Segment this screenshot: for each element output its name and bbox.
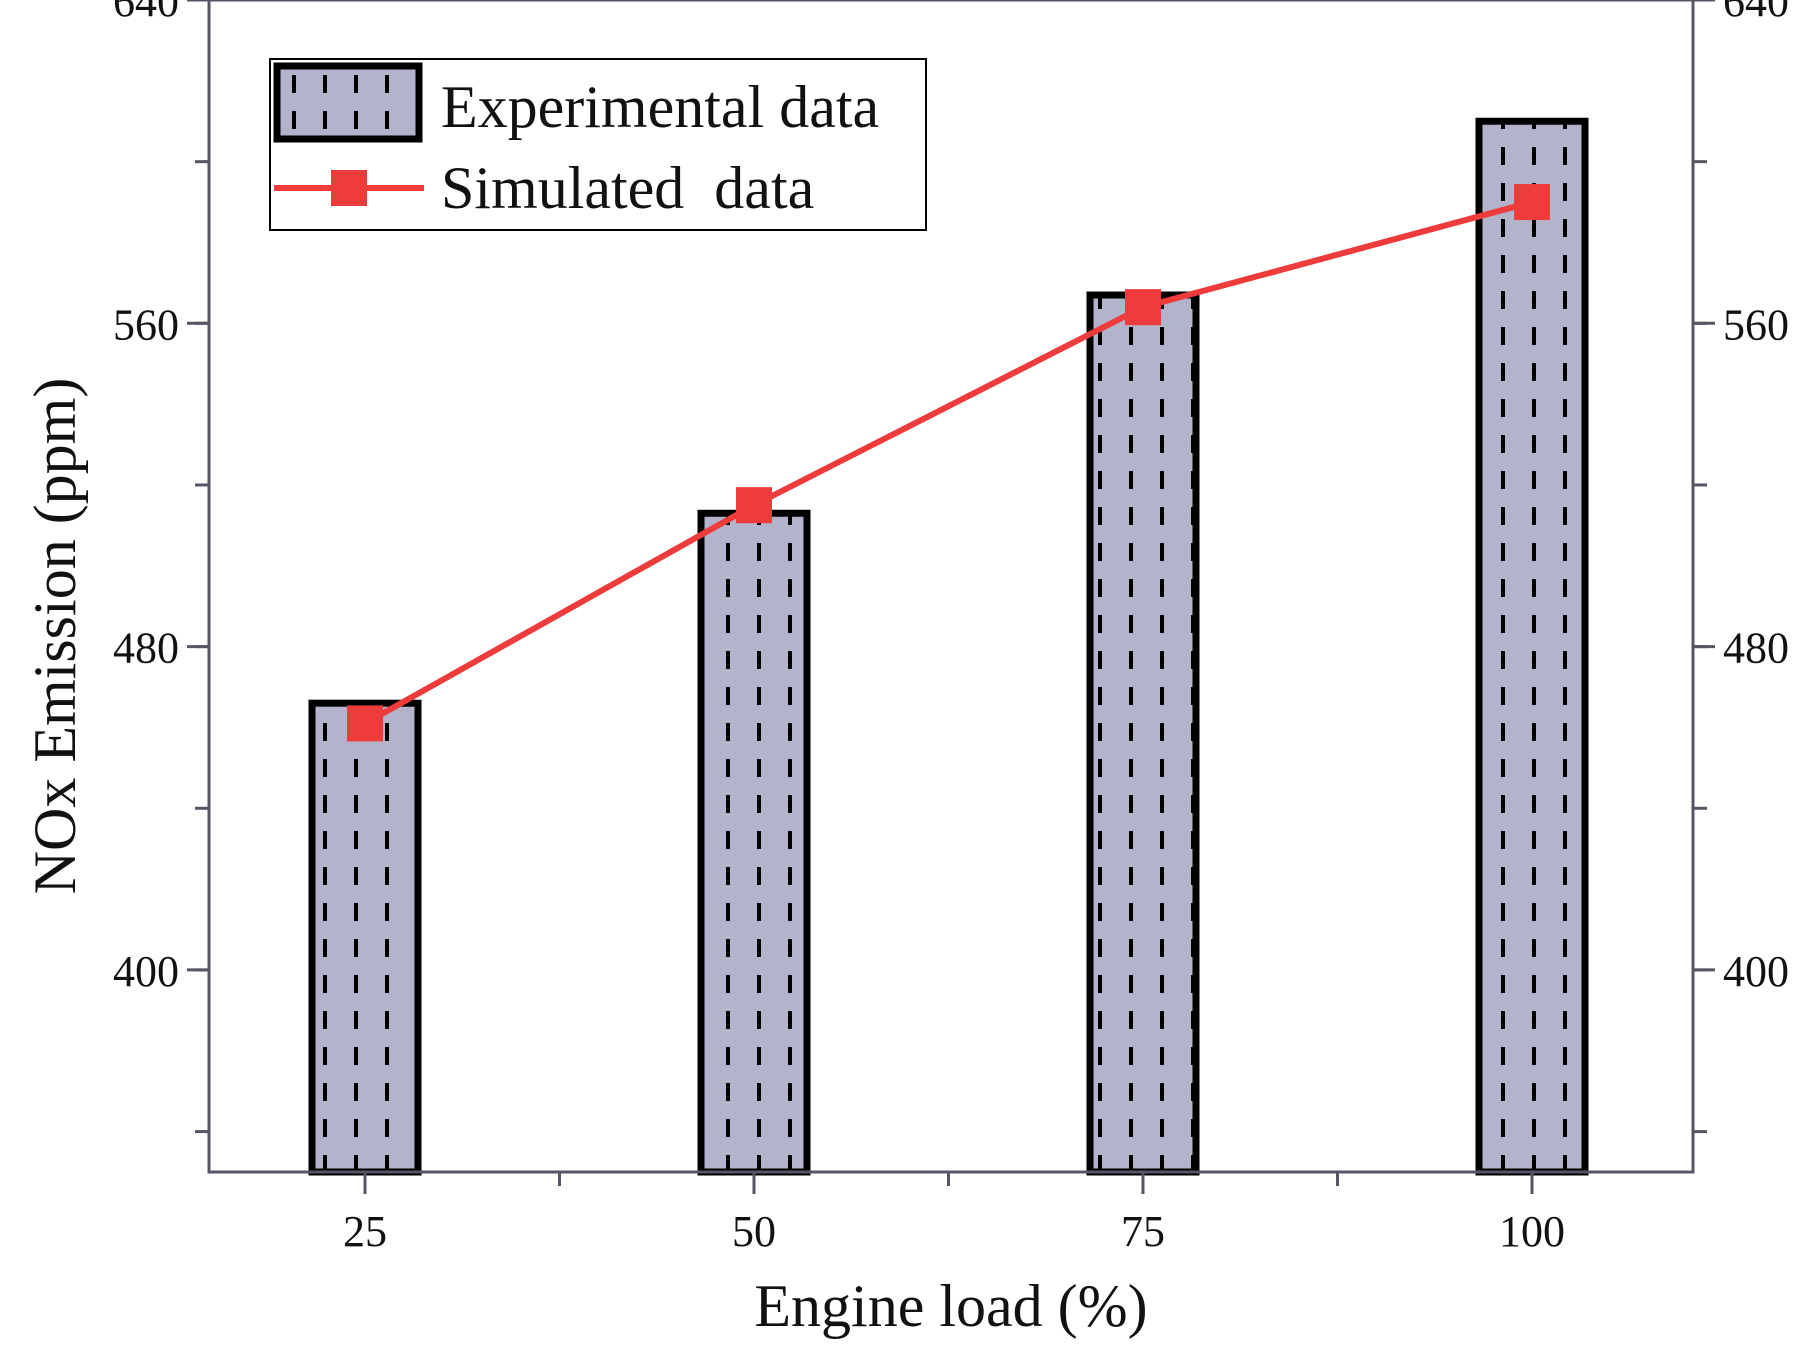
y-tick-label-left-560: 560	[113, 300, 179, 349]
legend-marker-swatch	[331, 170, 367, 206]
marker-simulated-50	[736, 487, 772, 524]
bar-experimental-100	[1475, 117, 1589, 1176]
marker-simulated-75	[1125, 289, 1161, 326]
y-axis-left: 400 480 560 640	[113, 0, 209, 1134]
plot-frame	[207, 0, 1695, 1174]
marker-simulated-100	[1514, 184, 1550, 221]
bar-experimental-75	[1086, 291, 1200, 1176]
simulated-line	[363, 199, 1533, 727]
y-tick-label-left-480: 480	[113, 624, 179, 673]
legend: Experimental data Simulated data	[269, 58, 927, 231]
y-axis-right: 400 480 560 640	[1693, 0, 1789, 1134]
legend-label-simulated: Simulated data	[441, 155, 814, 221]
y-tick-label-left-640: 640	[113, 0, 179, 26]
x-axis-label: Engine load (%)	[754, 1273, 1147, 1339]
y-axis-label: NOx Emission (ppm)	[22, 378, 88, 895]
x-tick-label-25: 25	[343, 1207, 387, 1256]
y-tick-label-right-480: 480	[1723, 624, 1789, 673]
legend-label-experimental: Experimental data	[441, 74, 879, 140]
bar-experimental-25	[308, 699, 422, 1176]
x-tick-label-50: 50	[732, 1207, 776, 1256]
y-tick-label-right-640: 640	[1723, 0, 1789, 26]
y-tick-label-right-560: 560	[1723, 300, 1789, 349]
y-tick-label-left-400: 400	[113, 947, 179, 996]
bar-experimental-50	[697, 509, 811, 1176]
y-tick-label-right-400: 400	[1723, 947, 1789, 996]
legend-bar-swatch	[273, 62, 423, 143]
marker-simulated-25	[347, 705, 383, 742]
line-series	[347, 184, 1550, 742]
x-tick-label-75: 75	[1121, 1207, 1165, 1256]
x-tick-label-100: 100	[1499, 1207, 1565, 1256]
x-axis: 25 50 75 100	[343, 1172, 1565, 1256]
